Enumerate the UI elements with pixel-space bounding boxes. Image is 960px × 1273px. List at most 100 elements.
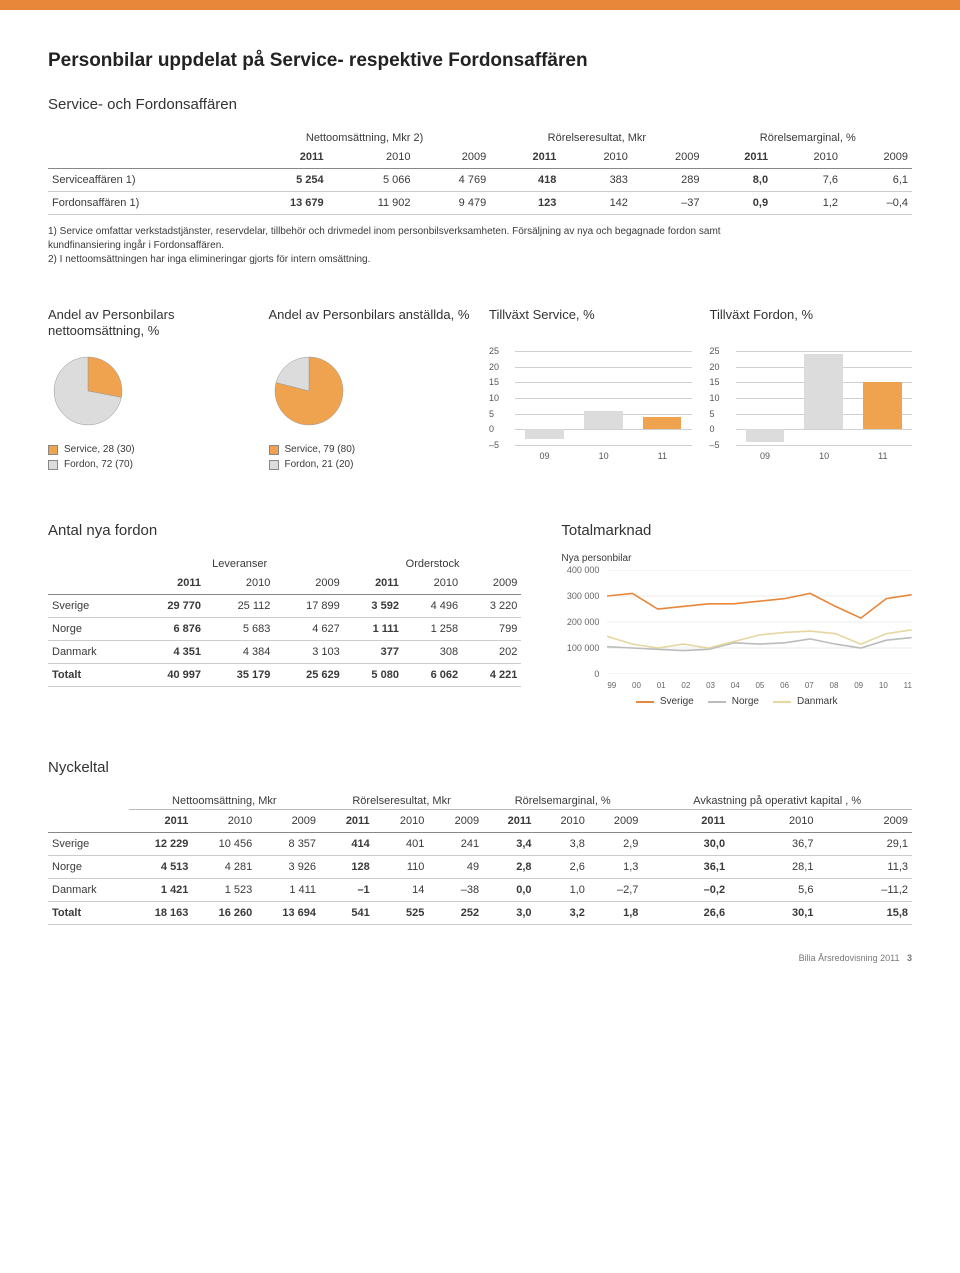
- footer-text: Bilia Årsredovisning 2011: [799, 953, 900, 963]
- cell: 8,0: [704, 169, 773, 192]
- section1-subtitle: Service- och Fordonsaffären: [48, 96, 912, 113]
- cell: 6 876: [136, 618, 205, 641]
- row-label: Totalt: [48, 664, 136, 687]
- pie2-chart: [269, 351, 349, 431]
- line-series: [607, 638, 912, 651]
- cell: 5 066: [328, 169, 415, 192]
- totalmarknad-legend: SverigeNorgeDanmark: [561, 696, 912, 711]
- line-chart-svg: [607, 570, 912, 674]
- cell: 142: [560, 192, 632, 215]
- cell: 1 411: [256, 879, 320, 902]
- cell: 5 683: [205, 618, 274, 641]
- cell: –0,2: [642, 879, 729, 902]
- cell: 3 220: [462, 595, 521, 618]
- cell: 1,3: [589, 856, 642, 879]
- page-number: 3: [907, 953, 912, 963]
- footnote: 1) Service omfattar verkstadstjänster, r…: [48, 225, 748, 253]
- cell: –37: [632, 192, 704, 215]
- totalmarknad-title: Totalmarknad: [561, 522, 912, 539]
- cell: 17 899: [274, 595, 343, 618]
- pie2-box: Andel av Personbilars anställda, % Servi…: [269, 307, 472, 474]
- cell: 29 770: [136, 595, 205, 618]
- bar: [643, 417, 682, 430]
- cell: 3 592: [344, 595, 403, 618]
- nyckeltal-table: Nettoomsättning, MkrRörelseresultat, Mkr…: [48, 790, 912, 925]
- cell: 18 163: [129, 902, 193, 925]
- legend-item: Sverige: [636, 696, 694, 707]
- totalmarknad-chart: 400 000300 000200 000100 0000 9900010203…: [561, 570, 912, 690]
- cell: 14: [374, 879, 429, 902]
- row-label: Sverige: [48, 833, 129, 856]
- cell: 13 694: [256, 902, 320, 925]
- bar: [746, 429, 785, 442]
- cell: 241: [428, 833, 483, 856]
- cell: 110: [374, 856, 429, 879]
- cell: 123: [490, 192, 560, 215]
- row-label: Serviceaffären 1): [48, 169, 239, 192]
- cell: 11 902: [328, 192, 415, 215]
- page-content: Personbilar uppdelat på Service- respekt…: [0, 10, 960, 945]
- pie1-box: Andel av Personbilars nettoomsättning, %…: [48, 307, 251, 474]
- cell: 4 496: [403, 595, 462, 618]
- row-label: Sverige: [48, 595, 136, 618]
- cell: 418: [490, 169, 560, 192]
- cell: 4 281: [192, 856, 256, 879]
- cell: 36,1: [642, 856, 729, 879]
- line-series: [607, 593, 912, 618]
- row-label: Norge: [48, 618, 136, 641]
- cell: 25 112: [205, 595, 274, 618]
- cell: –38: [428, 879, 483, 902]
- cell: 377: [344, 641, 403, 664]
- cell: 4 627: [274, 618, 343, 641]
- cell: 3,4: [483, 833, 535, 856]
- cell: 3 926: [256, 856, 320, 879]
- cell: 28,1: [729, 856, 817, 879]
- cell: –2,7: [589, 879, 642, 902]
- pie1-title: Andel av Personbilars nettoomsättning, %: [48, 307, 251, 341]
- cell: 4 769: [415, 169, 491, 192]
- row-label: Norge: [48, 856, 129, 879]
- cell: 13 679: [239, 192, 328, 215]
- legend-item: Service, 79 (80): [269, 444, 472, 455]
- bar1-chart: 2520151050–5091011: [489, 351, 692, 461]
- totalmarknad-block: Totalmarknad Nya personbilar 400 000300 …: [561, 522, 912, 711]
- cell: 35 179: [205, 664, 274, 687]
- cell: 541: [320, 902, 374, 925]
- cell: 30,0: [642, 833, 729, 856]
- nyckeltal-title: Nyckeltal: [48, 759, 912, 776]
- cell: 10 456: [192, 833, 256, 856]
- cell: 252: [428, 902, 483, 925]
- bar2-chart: 2520151050–5091011: [710, 351, 913, 461]
- fordon-table: LeveranserOrderstock20112010200920112010…: [48, 553, 521, 687]
- cell: –0,4: [842, 192, 912, 215]
- row-label: Danmark: [48, 879, 129, 902]
- cell: 26,6: [642, 902, 729, 925]
- legend-item: Fordon, 21 (20): [269, 459, 472, 470]
- service-fordon-table: Nettoomsättning, Mkr 2)Rörelseresultat, …: [48, 127, 912, 215]
- antal-nya-fordon-block: Antal nya fordon LeveranserOrderstock201…: [48, 522, 521, 711]
- cell: 414: [320, 833, 374, 856]
- cell: 1 258: [403, 618, 462, 641]
- cell: 2,6: [536, 856, 589, 879]
- legend-item: Fordon, 72 (70): [48, 459, 251, 470]
- cell: 308: [403, 641, 462, 664]
- cell: 128: [320, 856, 374, 879]
- cell: 30,1: [729, 902, 817, 925]
- cell: 25 629: [274, 664, 343, 687]
- fordon-table-title: Antal nya fordon: [48, 522, 521, 539]
- footnote: 2) I nettoomsättningen har inga eliminer…: [48, 253, 748, 267]
- cell: 799: [462, 618, 521, 641]
- cell: 1,0: [536, 879, 589, 902]
- totalmarknad-subtitle: Nya personbilar: [561, 553, 912, 564]
- cell: 3,0: [483, 902, 535, 925]
- bar: [525, 429, 564, 438]
- cell: 4 221: [462, 664, 521, 687]
- cell: 16 260: [192, 902, 256, 925]
- pie1-chart: [48, 351, 128, 431]
- cell: 8 357: [256, 833, 320, 856]
- legend-item: Service, 28 (30): [48, 444, 251, 455]
- cell: 4 351: [136, 641, 205, 664]
- top-accent-bar: [0, 0, 960, 10]
- legend-item: Danmark: [773, 696, 838, 707]
- cell: 5 080: [344, 664, 403, 687]
